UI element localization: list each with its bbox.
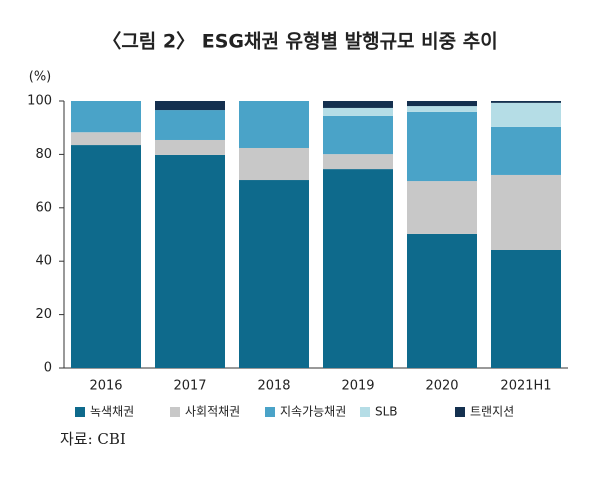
x-tick-label: 2016 [89,379,122,394]
y-tick-label: 40 [35,254,52,269]
legend-swatch [265,407,275,417]
bar-segment [239,180,309,368]
bar-segment [71,145,141,368]
bar-segment [407,106,477,112]
bar-segment [323,169,393,368]
bar-segment [71,132,141,146]
source: 자료: CBI [60,430,126,448]
x-tick-label: 2021H1 [500,379,551,394]
bar-segment [407,111,477,182]
legend-label: 사회적채권 [185,405,240,419]
bar-segment [491,102,561,127]
legend-label: 녹색채권 [90,405,134,419]
y-tick-label: 100 [27,94,52,109]
y-unit-label: (%) [29,70,52,85]
x-tick-label: 2017 [173,379,206,394]
bar-segment [323,107,393,116]
bar-segment [407,101,477,107]
x-tick-label: 2019 [341,379,374,394]
x-tick-label: 2020 [425,379,458,394]
bar-segment [155,139,225,155]
bar-segment [407,181,477,234]
bar-segment [155,110,225,140]
bar-segment [323,154,393,170]
legend-label: 지속가능채권 [280,405,346,419]
bar-segment [491,126,561,175]
legend-swatch [170,407,180,417]
bar-segment [239,101,309,148]
legend-swatch [75,407,85,417]
bar-segment [323,101,393,108]
bar-segment [491,174,561,250]
bar-segment [155,101,225,111]
chart-title: 〈그림 2〉 ESG채권 유형별 발행규모 비중 추이 [102,30,497,53]
legend-label: SLB [375,405,398,419]
legend-swatch [360,407,370,417]
y-tick-label: 0 [44,361,52,376]
x-tick-label: 2018 [257,379,290,394]
y-tick-label: 20 [35,307,52,322]
bar-segment [407,233,477,368]
bar-segment [239,147,309,181]
legend-swatch [455,407,465,417]
bar-segment [71,101,141,133]
bar-segment [491,101,561,103]
legend-label: 트랜지션 [470,405,514,419]
bar-segment [323,115,393,155]
y-tick-label: 60 [35,200,52,215]
bar-segment [155,154,225,368]
bar-segment [491,249,561,368]
y-tick-label: 80 [35,147,52,162]
